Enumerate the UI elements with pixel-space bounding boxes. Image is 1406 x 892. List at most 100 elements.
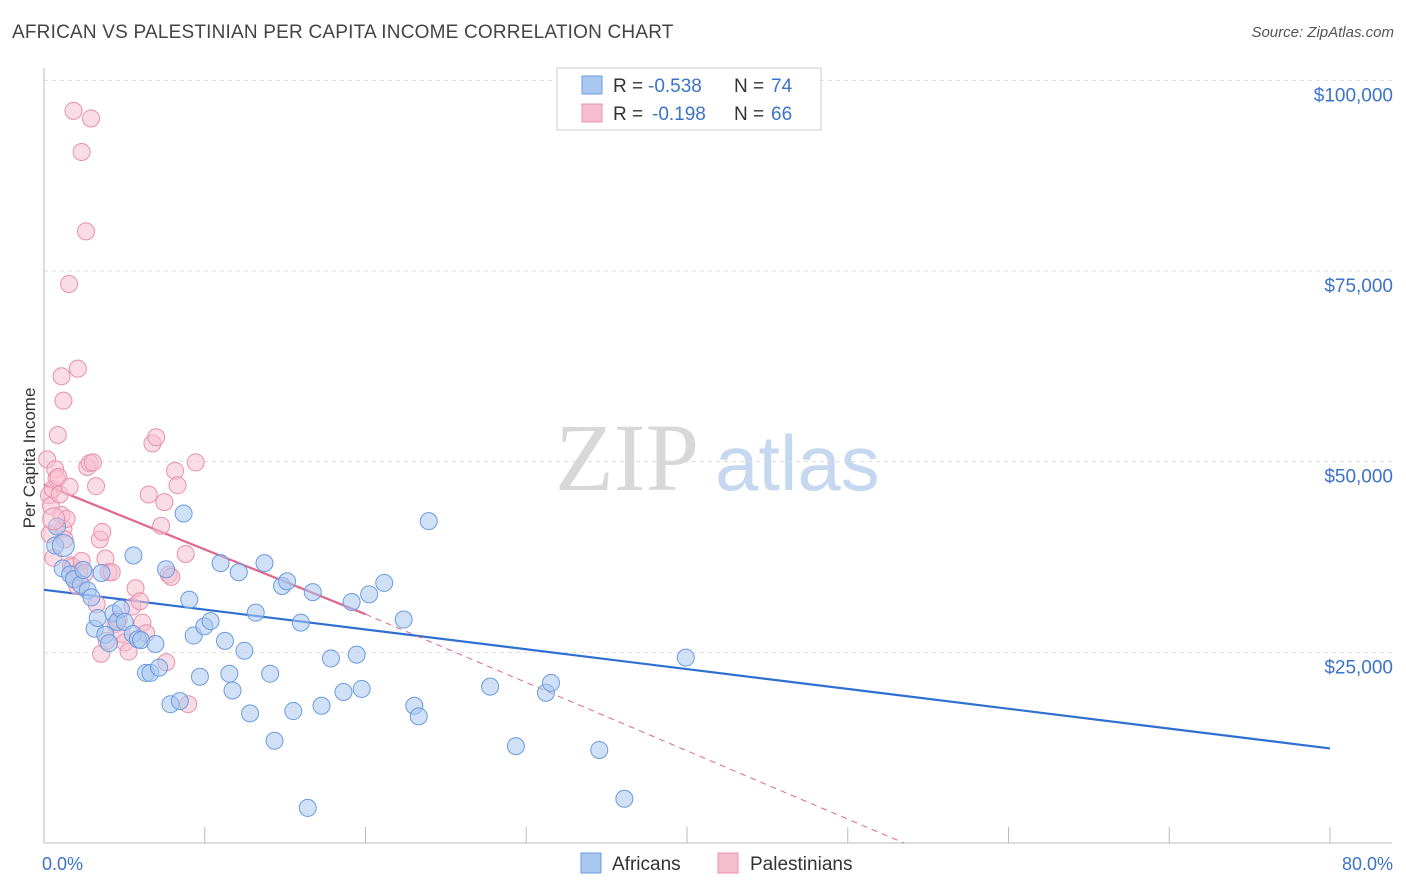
palestinians-point — [119, 642, 138, 661]
palestinians-point — [60, 477, 79, 496]
africans-r-value: -0.538 — [648, 76, 702, 97]
palestinians-point — [176, 544, 195, 563]
africans-point — [150, 658, 169, 677]
palestinians-point — [152, 516, 171, 535]
africans-point — [255, 554, 274, 573]
y-tick-label: $50,000 — [1324, 467, 1393, 488]
africans-point — [223, 681, 242, 700]
africans-point — [246, 603, 265, 622]
africans-point — [303, 583, 322, 602]
africans-point — [241, 704, 260, 723]
palestinians-point — [83, 453, 102, 472]
palestinians-point — [52, 367, 71, 386]
africans-point — [124, 546, 143, 565]
africans-point — [220, 664, 239, 683]
africans-point — [229, 563, 248, 582]
axes: $25,000 $50,000 $75,000 $100,000 0.0% 80.0% — [42, 68, 1393, 874]
africans-point — [394, 610, 413, 629]
y-tick-label: $100,000 — [1314, 85, 1393, 106]
africans-point — [211, 554, 230, 573]
africans-point — [506, 737, 525, 756]
africans-point — [51, 534, 75, 558]
africans-point — [590, 740, 609, 759]
africans-point — [235, 641, 254, 660]
watermark-zip: ZIP — [555, 404, 699, 511]
africans-point — [100, 634, 119, 653]
y-tick-label: $75,000 — [1324, 276, 1393, 297]
africans-point — [278, 572, 297, 591]
africans-point — [481, 677, 500, 696]
palestinians-point — [130, 592, 149, 611]
africans-point — [157, 560, 176, 579]
palestinians-point — [155, 493, 174, 512]
africans-point — [298, 798, 317, 817]
africans-point — [352, 679, 371, 698]
africans-point — [676, 648, 695, 667]
africans-swatch — [581, 75, 603, 95]
africans-point — [291, 613, 310, 632]
chart-title: AFRICAN VS PALESTINIAN PER CAPITA INCOME… — [12, 22, 674, 43]
africans-point — [146, 634, 165, 653]
palestinians-point — [72, 143, 91, 162]
palestinians-point — [54, 391, 73, 410]
africans-point — [82, 588, 101, 607]
legend-palestinians-swatch — [717, 852, 739, 874]
africans-point — [541, 673, 560, 692]
africans-point — [261, 664, 280, 683]
palestinians-r-value: -0.198 — [652, 104, 706, 125]
legend-africans-swatch — [580, 852, 602, 874]
africans-point — [180, 590, 199, 609]
africans-point — [170, 692, 189, 711]
africans-point — [321, 649, 340, 668]
palestinians-point — [48, 425, 67, 444]
africans-point — [347, 645, 366, 664]
africans-point — [284, 702, 303, 721]
palestinians-n-value: 66 — [771, 104, 792, 125]
africans-point — [215, 631, 234, 650]
palestinians-point — [64, 101, 83, 120]
y-axis-title: Per Capita Income — [20, 388, 39, 529]
palestinians-point — [147, 428, 166, 447]
africans-point — [615, 789, 634, 808]
palestinians-point — [68, 359, 87, 378]
africans-point — [74, 560, 93, 579]
africans-r-label: R = — [613, 76, 643, 97]
africans-n-value: 74 — [771, 76, 793, 97]
palestinians-point — [82, 109, 101, 128]
africans-point — [334, 682, 353, 701]
watermark: ZIP atlas — [555, 404, 880, 511]
legend-africans-label: Africans — [612, 854, 681, 875]
palestinians-point — [42, 507, 66, 531]
africans-point — [409, 707, 428, 726]
palestinians-point — [60, 274, 79, 293]
africans-n-label: N = — [734, 76, 764, 97]
africans-point — [88, 609, 107, 628]
palestinians-point — [49, 467, 68, 486]
palestinians-trend-extension — [365, 613, 905, 844]
data-points — [38, 101, 695, 817]
palestinians-n-label: N = — [734, 104, 764, 125]
africans-point — [265, 731, 284, 750]
palestinians-point — [87, 477, 106, 496]
legend-palestinians-label: Palestinians — [750, 854, 852, 875]
palestinians-point — [168, 476, 187, 495]
y-tick-label: $25,000 — [1324, 657, 1393, 678]
palestinians-point — [186, 453, 205, 472]
watermark-atlas: atlas — [715, 419, 880, 507]
palestinians-point — [139, 485, 158, 504]
africans-point — [190, 667, 209, 686]
africans-point — [419, 512, 438, 531]
africans-point — [201, 612, 220, 631]
palestinians-point — [77, 222, 96, 241]
africans-point — [312, 696, 331, 715]
source-label: Source: ZipAtlas.com — [1251, 24, 1394, 41]
africans-point — [174, 504, 193, 523]
x-tick-label: 0.0% — [42, 854, 83, 874]
palestinians-point — [93, 522, 112, 541]
africans-point — [92, 564, 111, 583]
grid-lines — [44, 79, 1392, 653]
x-tick-label: 80.0% — [1342, 854, 1393, 874]
africans-point — [360, 585, 379, 604]
series-legend: Africans Palestinians — [580, 852, 852, 875]
